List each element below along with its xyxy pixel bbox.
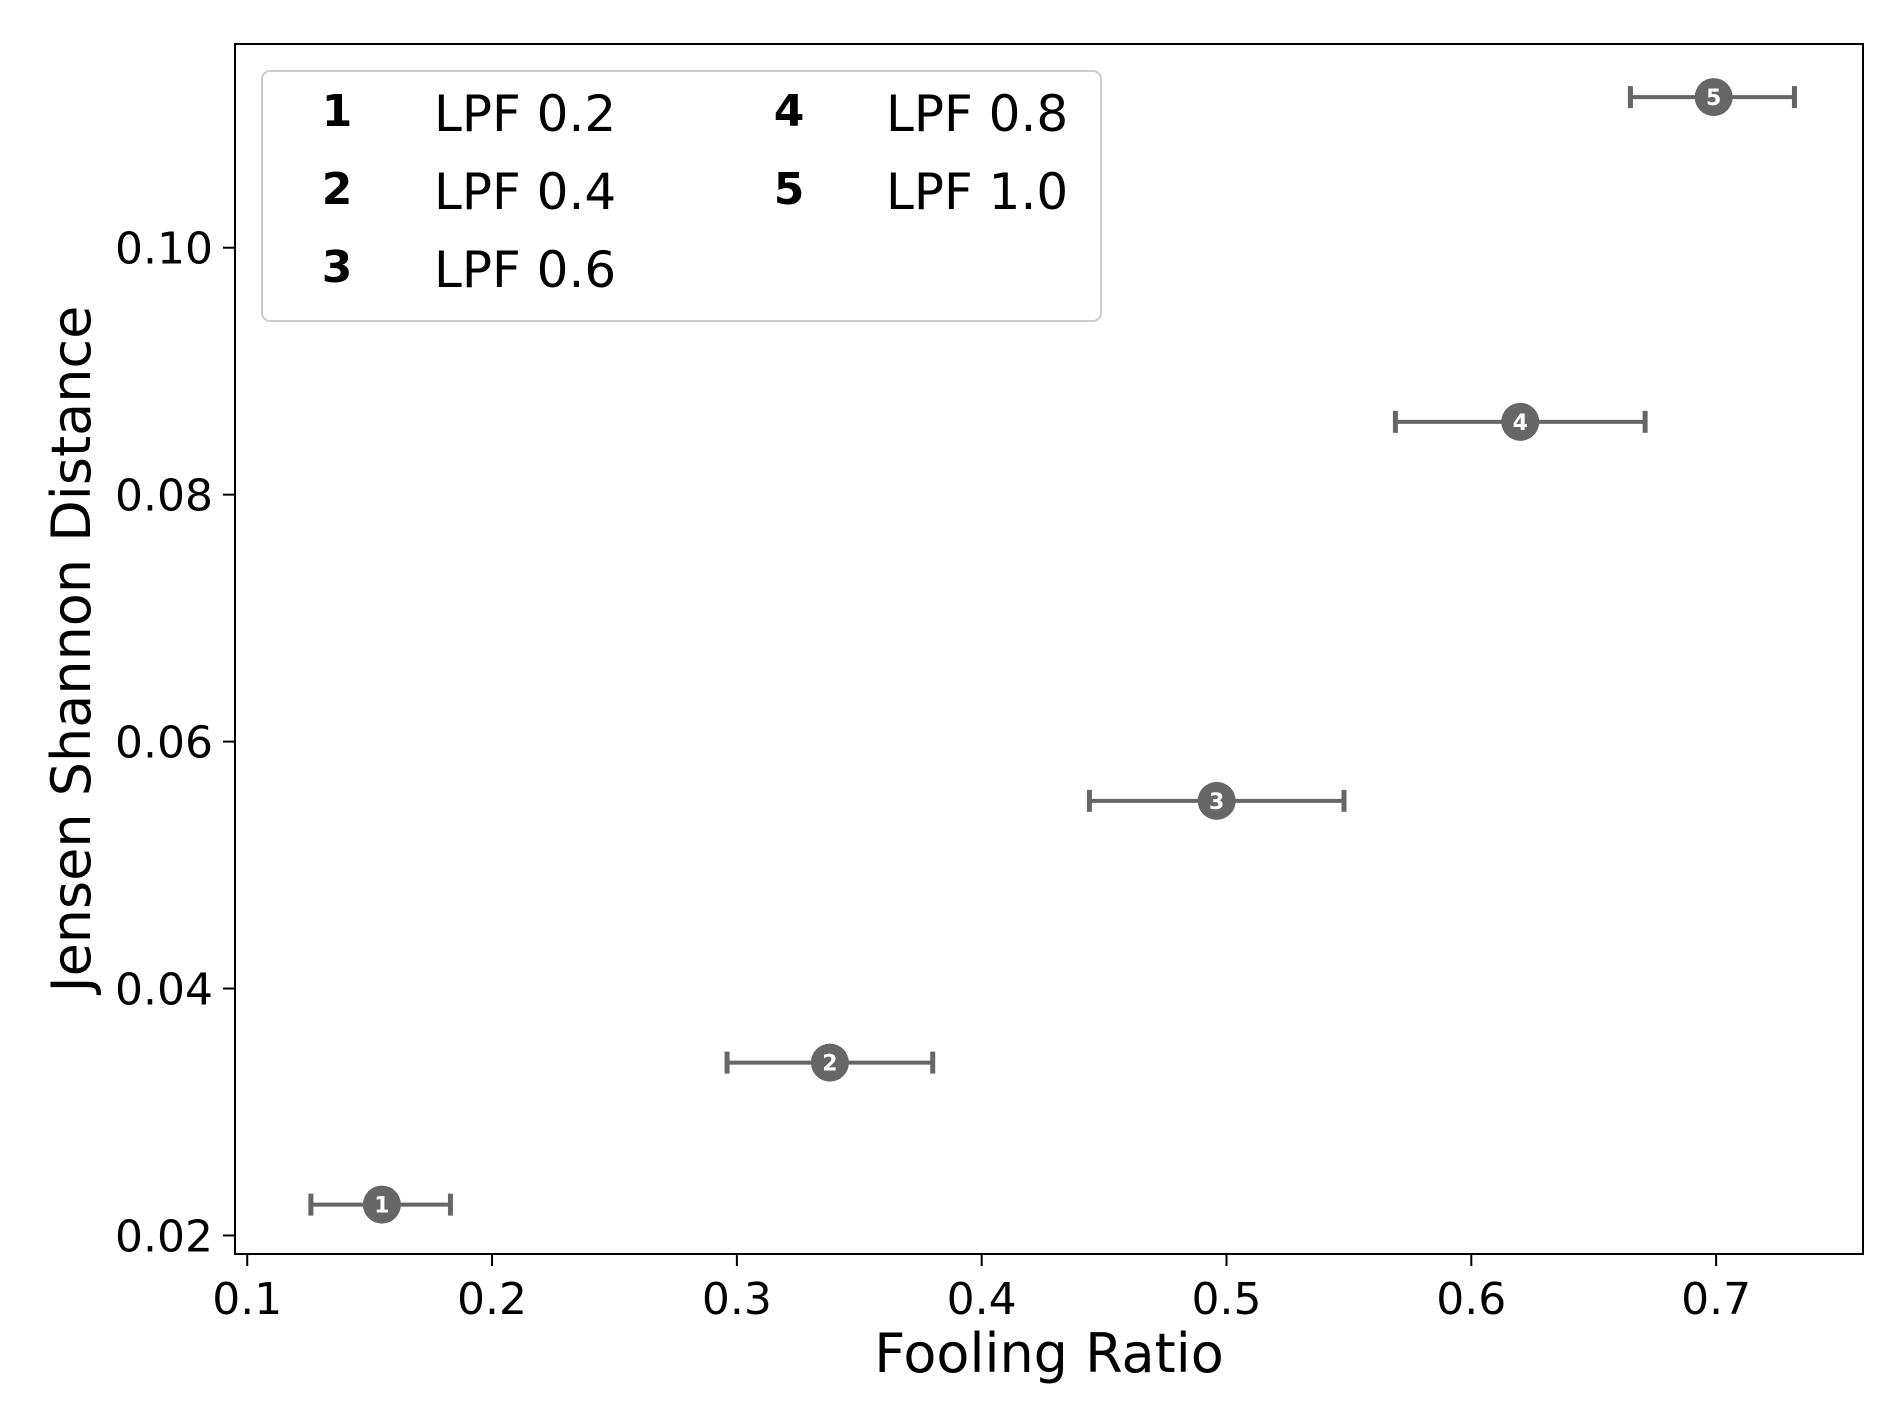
point-marker [1501,402,1540,441]
legend-marker: 2 [322,164,353,215]
y-axis-label: Jensen Shannon Distance [40,306,103,996]
legend-label: LPF 0.2 [434,85,616,143]
x-tick-label: 0.6 [1436,1274,1506,1325]
x-tick-label: 0.3 [702,1274,772,1325]
legend-item-3: 3 LPF 0.6 [322,241,617,299]
legend-marker: 4 [774,86,805,137]
legend-item-2: 2 LPF 0.4 [322,163,617,221]
point-marker [1694,78,1733,117]
point-marker-label: 4 [1513,411,1528,436]
legend-label: LPF 0.6 [434,241,616,299]
x-tick-label: 0.1 [212,1274,282,1325]
legend-box [261,70,1102,322]
data-point-1: 1 [308,1185,453,1224]
y-tick-label: 0.08 [115,471,213,522]
x-tick-label: 0.7 [1681,1274,1751,1325]
legend-marker: 1 [322,86,353,137]
y-tick-label: 0.06 [115,718,213,769]
x-tick-label: 0.4 [947,1274,1017,1325]
y-tick-label: 0.04 [115,965,213,1016]
y-axis-ticks: 0.02 0.04 0.06 0.08 0.10 [115,224,235,1262]
x-axis-label: Fooling Ratio [874,1322,1224,1385]
legend-item-5: 5 LPF 1.0 [774,163,1069,221]
legend-marker: 3 [322,242,353,293]
point-marker-label: 1 [374,1194,389,1219]
x-axis-ticks: 0.1 0.2 0.3 0.4 0.5 0.6 0.7 [212,1254,1751,1325]
y-tick-label: 0.02 [115,1211,213,1262]
legend-label: LPF 0.4 [434,163,616,221]
legend: 1 LPF 0.2 2 LPF 0.4 3 LPF 0.6 4 LPF 0.8 5 LPF 1.0 [261,70,1102,322]
legend-marker: 5 [774,164,805,215]
x-tick-label: 0.5 [1191,1274,1261,1325]
point-marker [810,1043,849,1082]
data-point-2: 2 [724,1043,936,1082]
legend-item-1: 1 LPF 0.2 [322,85,617,143]
point-marker-label: 3 [1209,790,1224,815]
x-tick-label: 0.2 [457,1274,527,1325]
point-marker-label: 2 [822,1052,837,1077]
legend-label: LPF 0.8 [886,85,1068,143]
data-point-3: 3 [1086,781,1347,820]
legend-item-4: 4 LPF 0.8 [774,85,1069,143]
legend-label: LPF 1.0 [886,163,1068,221]
data-point-4: 4 [1392,402,1648,441]
point-marker [1197,781,1236,820]
data-series: 1 2 3 4 5 [308,78,1797,1224]
data-point-5: 5 [1627,78,1797,117]
y-tick-label: 0.10 [115,224,213,275]
plot-frame [234,43,1864,1255]
point-marker [362,1185,401,1224]
point-marker-label: 5 [1706,86,1721,111]
